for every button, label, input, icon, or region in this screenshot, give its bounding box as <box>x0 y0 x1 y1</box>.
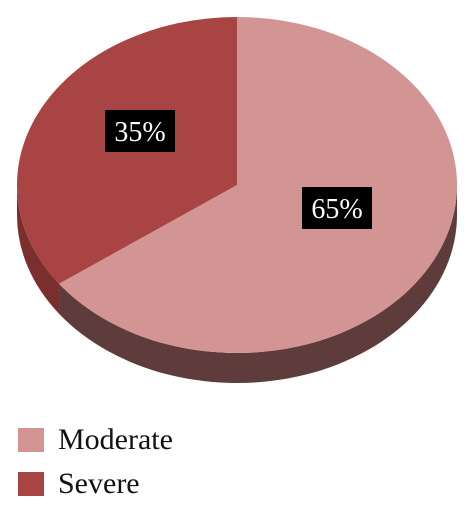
pie-slice-moderate <box>59 17 457 353</box>
legend-label-severe: Severe <box>58 467 140 500</box>
data-label-moderate: 65% <box>311 194 362 225</box>
pie-side-moderate <box>59 185 457 383</box>
legend: Moderate Severe <box>18 420 318 508</box>
legend-item-moderate: Moderate <box>18 420 318 460</box>
legend-swatch-moderate <box>18 428 44 452</box>
legend-swatch-severe <box>18 472 44 496</box>
legend-item-severe: Severe <box>18 464 318 504</box>
legend-label-moderate: Moderate <box>58 423 173 456</box>
data-label-severe: 35% <box>114 117 165 148</box>
data-label-box-severe <box>105 110 175 152</box>
pie-side-severe <box>17 185 60 314</box>
pie-chart: 65% 35% <box>16 17 457 383</box>
data-label-box-moderate <box>302 187 372 229</box>
